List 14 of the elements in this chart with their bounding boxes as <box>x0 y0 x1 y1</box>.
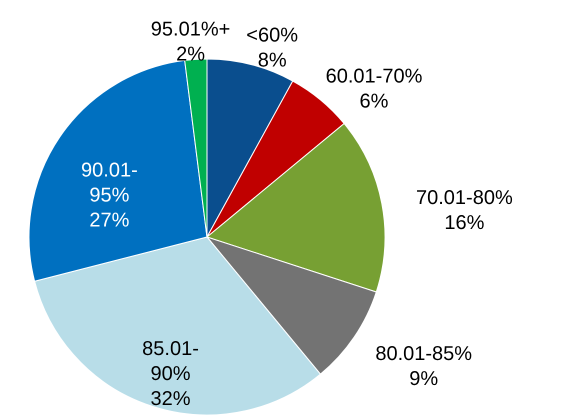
data-label: 2% <box>176 43 206 66</box>
slice-label: 95.01%+ <box>150 18 230 40</box>
slice-label: 70.01-80% <box>416 187 513 210</box>
slice-label: 60.01-70% <box>326 66 423 88</box>
data-label: 8% <box>258 50 287 72</box>
data-label: 16% <box>444 212 485 234</box>
slice-label: 80.01-85% <box>375 342 472 365</box>
slice-label: <60% <box>246 24 298 47</box>
data-label: 32% <box>150 388 191 410</box>
data-label: 27% <box>89 210 130 232</box>
slice-label: 90.01-95% <box>81 160 138 207</box>
data-label: 9% <box>409 368 438 390</box>
data-label: 6% <box>360 90 389 113</box>
slice-label: 85.01-90% <box>142 338 199 386</box>
